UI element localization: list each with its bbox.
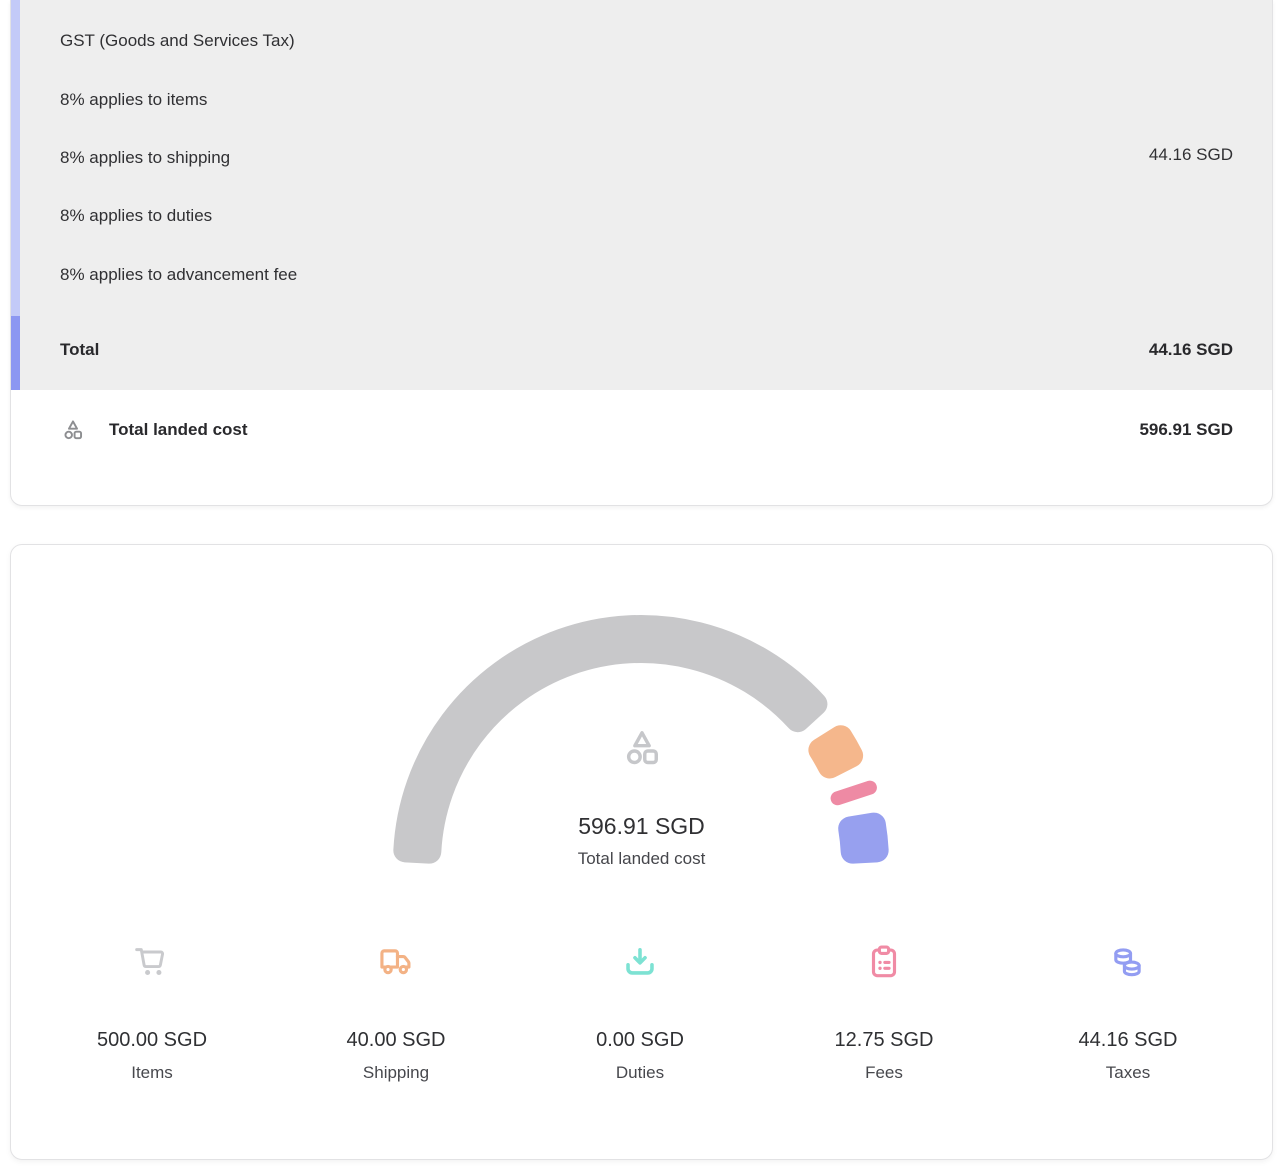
legend-label: Shipping: [362, 1063, 430, 1082]
total-label: Total: [60, 340, 100, 359]
legend-value: 44.16 SGD: [1078, 1029, 1178, 1051]
legend-value: 12.75 SGD: [834, 1029, 934, 1051]
legend-item-items: 500.00 SGD Items: [30, 941, 274, 1084]
tax-group-accent-bar: [11, 0, 20, 316]
legend-label: Duties: [615, 1063, 665, 1082]
shapes-icon: [60, 417, 86, 443]
legend-item-shipping: 40.00 SGD Shipping: [274, 941, 518, 1084]
gauge-segment: [830, 780, 877, 806]
gauge-legend: 500.00 SGD Items 40.00 SGD Shipping: [30, 941, 1250, 1084]
tax-line: 8% applies to items: [60, 89, 208, 109]
cart-icon: [30, 941, 274, 983]
gauge-center-label: Total landed cost: [577, 849, 706, 868]
tax-group-amount: 44.16 SGD: [1148, 145, 1233, 164]
total-row: Total 44.16 SGD: [60, 310, 1233, 390]
legend-value: 500.00 SGD: [96, 1029, 208, 1051]
legend-label: Taxes: [1105, 1063, 1151, 1082]
legend-value: 0.00 SGD: [596, 1029, 684, 1051]
truck-icon: [274, 941, 518, 983]
tax-line: 8% applies to shipping: [60, 147, 231, 167]
tax-line: 8% applies to duties: [60, 206, 213, 226]
landed-cost-amount: 596.91 SGD: [1139, 420, 1233, 439]
landed-cost-gauge-card: 596.91 SGD Total landed cost 500.00 SGD …: [10, 544, 1273, 1160]
total-landed-cost-row: Total landed cost 596.91 SGD: [60, 390, 1233, 470]
gauge-segment: [393, 615, 828, 864]
legend-item-taxes: 44.16 SGD Taxes: [1006, 941, 1250, 1084]
legend-value: 40.00 SGD: [346, 1029, 446, 1051]
legend-item-duties: 0.00 SGD Duties: [518, 941, 762, 1084]
shapes-icon: [11, 725, 1272, 771]
legend-label: Fees: [865, 1063, 903, 1082]
tax-line: 8% applies to advancement fee: [60, 264, 298, 284]
legend-item-fees: 12.75 SGD Fees: [762, 941, 1006, 1084]
gauge-segment: [808, 725, 864, 779]
coins-icon: [1006, 941, 1250, 983]
gauge-center-value: 596.91 SGD: [578, 813, 705, 839]
total-row-accent-bar: [11, 316, 20, 390]
legend-label: Items: [131, 1063, 173, 1082]
tax-group: GST (Goods and Services Tax) 8% applies …: [60, 12, 972, 304]
total-amount: 44.16 SGD: [1148, 340, 1233, 359]
cost-breakdown-card: GST (Goods and Services Tax) 8% applies …: [10, 0, 1273, 506]
gauge-chart: [393, 615, 889, 864]
landed-cost-label: Total landed cost: [109, 420, 248, 439]
tax-breakdown-section: GST (Goods and Services Tax) 8% applies …: [11, 0, 1272, 390]
tax-group-title: GST (Goods and Services Tax): [60, 31, 295, 51]
clipboard-icon: [762, 941, 1006, 983]
tray-download-icon: [518, 941, 762, 983]
gauge-segment: [838, 812, 889, 864]
